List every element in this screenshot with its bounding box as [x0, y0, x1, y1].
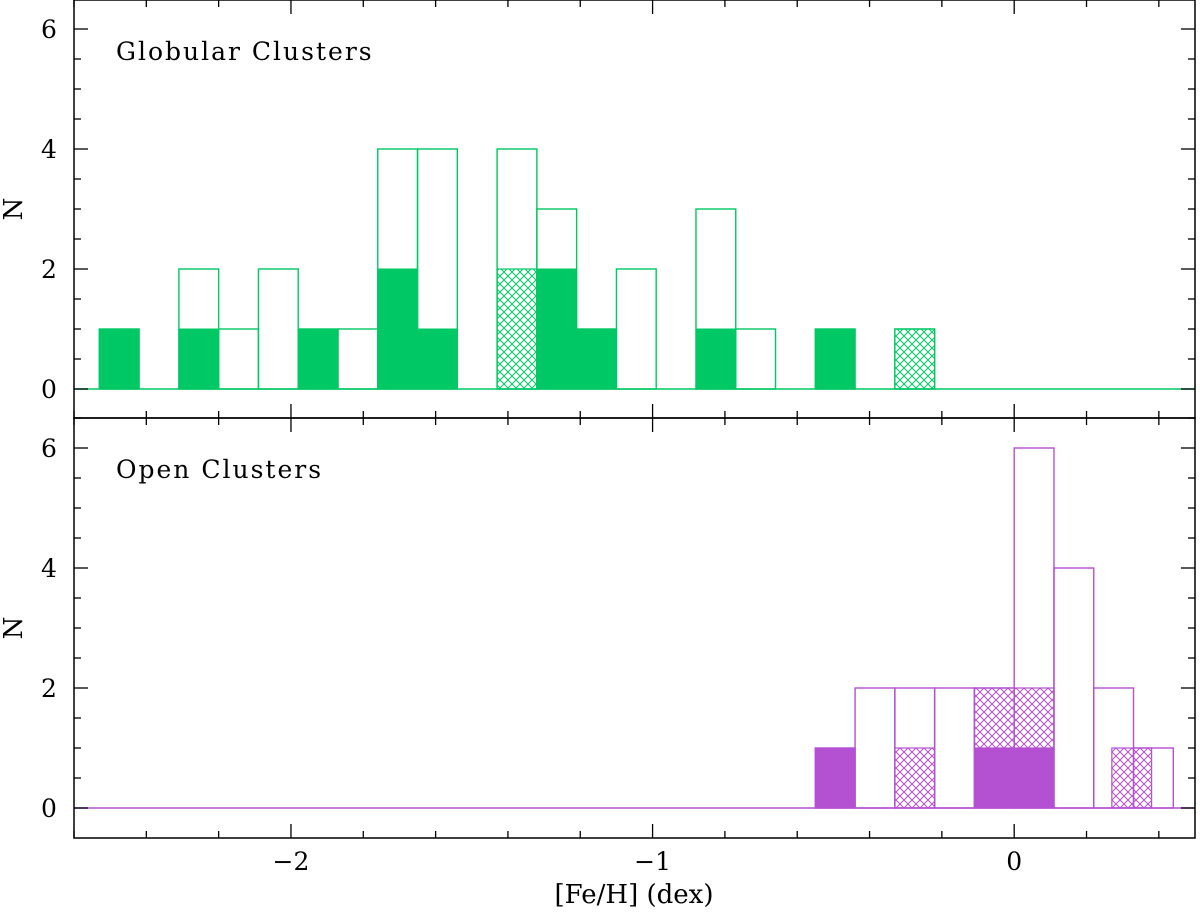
bar-filled: [297, 328, 339, 390]
panel-open-clusters: 0 2 4 6 −2 −1 0 Open Clusters N [Fe/H] (dex): [0, 417, 1196, 910]
bar-filled: [814, 747, 856, 809]
y-tick-label: 4: [41, 135, 57, 164]
plot-area-open: [74, 447, 1195, 809]
bar-hatched: [1111, 747, 1153, 809]
bar-outline: [735, 328, 777, 390]
y-tick-label: 2: [41, 674, 57, 703]
bar-filled: [98, 328, 140, 390]
bar-filled: [973, 747, 1055, 809]
bar-filled: [377, 268, 419, 390]
x-tick-label: −2: [273, 847, 310, 876]
bar-hatched: [894, 328, 936, 390]
bar-outline: [1053, 567, 1095, 809]
bar-outline: [337, 328, 379, 390]
ticks-globular: 0 2 4 6: [41, 0, 1195, 418]
x-tick-label: −1: [634, 847, 671, 876]
bar-outline: [615, 268, 657, 390]
x-axis-label: [Fe/H] (dex): [555, 880, 714, 910]
bar-filled: [695, 328, 737, 390]
bar-outline: [933, 687, 976, 809]
panel-title-open: Open Clusters: [116, 455, 323, 484]
ticks-open: 0 2 4 6 −2 −1 0: [41, 417, 1195, 876]
bar-hatched: [894, 747, 936, 809]
y-axis-label-open: N: [0, 617, 29, 640]
y-axis-label-globular: N: [0, 198, 29, 221]
bar-filled: [417, 328, 458, 390]
bar-hatched: [496, 268, 538, 390]
plot-area-globular: [74, 148, 1195, 390]
y-tick-label: 6: [41, 15, 57, 44]
panel-globular-clusters: 0 2 4 6 Globular Clusters N: [0, 0, 1196, 419]
bar-filled: [814, 328, 856, 390]
bar-hatched: [973, 687, 1055, 749]
y-tick-label: 0: [41, 794, 57, 823]
y-tick-label: 4: [41, 554, 57, 583]
bar-filled: [536, 268, 578, 390]
y-tick-label: 6: [41, 434, 57, 463]
x-tick-label: 0: [1006, 847, 1022, 876]
bar-outline: [257, 268, 299, 390]
y-tick-label: 0: [41, 375, 57, 404]
bar-filled: [178, 328, 220, 390]
bar-filled: [576, 328, 617, 390]
panel-title-globular: Globular Clusters: [116, 37, 374, 66]
y-tick-label: 2: [41, 255, 57, 284]
bar-outline: [217, 328, 260, 390]
bar-outline: [854, 687, 896, 809]
